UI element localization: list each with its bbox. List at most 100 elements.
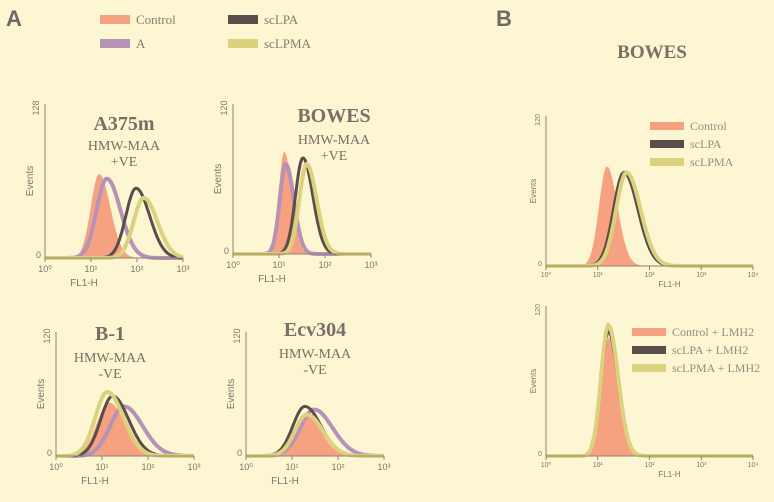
legend-swatch-sclpma xyxy=(650,158,684,166)
x-tick-label: 10³ xyxy=(364,260,377,270)
y-tick-label: 120 xyxy=(232,328,242,343)
x-tick-label: 10² xyxy=(331,462,344,472)
chart-subtitle: -VE xyxy=(98,367,121,382)
x-axis-label: FL1-H xyxy=(258,274,286,285)
x-tick-label: 10³ xyxy=(696,462,707,469)
chart-title: B-1 xyxy=(95,323,125,345)
y-axis-label: Events xyxy=(529,179,538,203)
y-tick-label: 0 xyxy=(538,451,542,458)
x-tick-label: 10⁰ xyxy=(541,461,552,469)
chart-bowes_b_top: 10⁰ 10¹ 10² 10³ 10⁴ 0 120 FL1-H Events Control scL… xyxy=(529,114,758,289)
x-tick-label: 10³ xyxy=(696,272,707,279)
x-axis-label: FL1-H xyxy=(70,278,98,289)
series-bowes_b_top-sclpma xyxy=(546,170,753,268)
chart-a375m: 10⁰ 10¹ 10² 10³ 0 128 FL1-H Events A375m HMW-MAA+… xyxy=(25,100,190,289)
y-axis-label: Events xyxy=(226,379,237,410)
chart-title: BOWES xyxy=(297,105,370,127)
legend-label-sclpa: scLPA xyxy=(690,137,722,151)
chart-subtitle: HMW-MAA xyxy=(279,347,352,362)
charts: 10⁰ 10¹ 10² 10³0128FL1-HEventsA375mHMW-MAA+… xyxy=(25,100,760,487)
legend-label-sclpma: scLPMA + LMH2 xyxy=(672,361,760,375)
legend-swatch-control xyxy=(100,15,130,24)
y-axis-label: Events xyxy=(25,166,36,197)
x-axis-label: FL1-H xyxy=(658,470,680,479)
x-tick-label: 10³ xyxy=(377,462,390,472)
x-tick-label: 10² xyxy=(644,462,655,469)
legend-swatch-sclpma xyxy=(228,39,258,48)
y-tick-label: 0 xyxy=(538,261,542,268)
legend-label-a: A xyxy=(136,36,146,51)
x-tick-label: 10² xyxy=(141,462,154,472)
x-tick-label: 10³ xyxy=(176,264,189,274)
x-tick-label: 10¹ xyxy=(285,462,298,472)
chart-subtitle: HMW-MAA xyxy=(298,133,371,148)
panel-label-b: B xyxy=(496,6,512,31)
chart-subtitle: +VE xyxy=(111,155,138,170)
y-axis-label: Events xyxy=(529,369,538,393)
y-tick-label: 0 xyxy=(237,448,242,458)
x-tick-label: 10² xyxy=(644,272,655,279)
x-axis-label: FL1-H xyxy=(81,476,109,487)
legend-swatch-sclpa xyxy=(228,15,258,24)
x-tick-label: 10¹ xyxy=(272,260,285,270)
series-bowes_b_top-control xyxy=(546,166,753,266)
x-tick-label: 10⁰ xyxy=(38,264,52,274)
legend-label-sclpma: scLPMA xyxy=(690,155,734,169)
x-tick-label: 10⁴ xyxy=(748,462,759,469)
y-axis-label: Events xyxy=(213,164,224,195)
y-tick-label: 128 xyxy=(31,100,41,115)
x-axis-label: FL1-H xyxy=(658,280,680,289)
legend-swatch-control xyxy=(632,328,666,336)
y-tick-label: 120 xyxy=(219,100,229,115)
chart-ecv304: 10⁰ 10¹ 10² 10³ 0 120 FL1-H Events Ecv304 HMW-MAA… xyxy=(226,319,391,487)
x-tick-label: 10¹ xyxy=(95,462,108,472)
x-axis-label: FL1-H xyxy=(271,476,299,487)
legend-label-sclpa: scLPA xyxy=(264,12,299,27)
x-tick-label: 10⁰ xyxy=(49,462,63,472)
chart-subtitle: HMW-MAA xyxy=(88,139,161,154)
y-axis-label: Events xyxy=(36,379,47,410)
chart-bowes_a: 10⁰ 10¹ 10² 10³ 0 120 FL1-H Events BOWES HMW-MAA+… xyxy=(213,100,378,285)
chart-title: Ecv304 xyxy=(284,319,346,341)
legend-label-control: Control xyxy=(690,119,727,133)
x-tick-label: 10¹ xyxy=(593,272,604,279)
x-tick-label: 10² xyxy=(130,264,143,274)
x-tick-label: 10⁰ xyxy=(226,260,240,270)
x-tick-label: 10⁰ xyxy=(541,271,552,279)
chart-title: A375m xyxy=(93,113,154,135)
y-tick-label: 120 xyxy=(535,304,542,316)
x-tick-label: 10⁰ xyxy=(239,462,253,472)
legend-swatch-sclpa xyxy=(650,140,684,148)
legend-label-control: Control xyxy=(136,12,176,27)
chart-subtitle: +VE xyxy=(321,149,348,164)
chart-b1: 10⁰ 10¹ 10² 10³ 0 120 FL1-H Events B-1 HMW-MAA-VE xyxy=(36,323,201,487)
legend-label-control: Control + LMH2 xyxy=(672,325,754,339)
x-tick-label: 10⁴ xyxy=(748,272,759,279)
chart-bowes_b_bottom: 10⁰ 10¹ 10² 10³ 10⁴ 0 120 FL1-H Events Control + … xyxy=(529,304,760,479)
chart-subtitle: HMW-MAA xyxy=(74,351,147,366)
legend-swatch-sclpma xyxy=(632,364,666,372)
x-tick-label: 10¹ xyxy=(84,264,97,274)
panel-label-a: A xyxy=(6,6,22,31)
legend-swatch-a xyxy=(100,39,130,48)
legend-label-sclpa: scLPA + LMH2 xyxy=(672,343,748,357)
x-tick-label: 10³ xyxy=(187,462,200,472)
y-tick-label: 0 xyxy=(36,250,41,260)
legend-swatch-sclpa xyxy=(632,346,666,354)
panel-b-title: BOWES xyxy=(617,42,687,63)
y-tick-label: 120 xyxy=(535,114,542,126)
legend-label-sclpma: scLPMA xyxy=(264,36,312,51)
x-tick-label: 10² xyxy=(318,260,331,270)
series-bowes_b_top-sclpa xyxy=(546,170,753,268)
y-tick-label: 0 xyxy=(224,246,229,256)
series-bowes_b_bottom-control xyxy=(546,337,753,456)
y-tick-label: 120 xyxy=(42,328,52,343)
x-tick-label: 10¹ xyxy=(593,462,604,469)
series-ecv304-control xyxy=(246,414,384,456)
y-tick-label: 0 xyxy=(47,448,52,458)
legend-swatch-control xyxy=(650,122,684,130)
chart-subtitle: -VE xyxy=(303,363,326,378)
series-a375m-control xyxy=(45,173,183,258)
